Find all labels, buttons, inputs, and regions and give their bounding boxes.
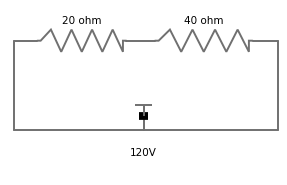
Text: 40 ohm: 40 ohm — [184, 16, 224, 26]
Text: 20 ohm: 20 ohm — [62, 16, 102, 26]
Text: 120V: 120V — [130, 148, 157, 158]
